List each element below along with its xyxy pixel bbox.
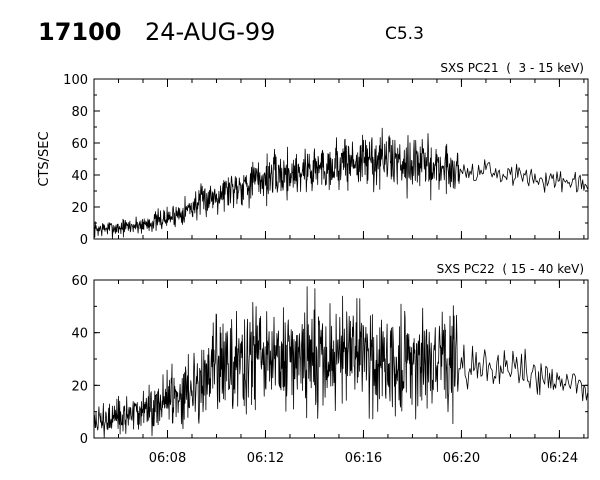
x-tick-label: 06:08 — [149, 451, 186, 466]
x-tick-label: 06:24 — [541, 451, 578, 466]
y-tick-label: 40 — [71, 327, 88, 342]
x-tick-label: 06:16 — [345, 451, 382, 466]
y-axis-label: CTS/SEC — [37, 131, 52, 186]
x-tick-label: 06:12 — [247, 451, 284, 466]
x-tick-label: 06:20 — [443, 451, 480, 466]
y-tick-label: 20 — [71, 379, 88, 394]
y-tick-label: 100 — [63, 73, 88, 88]
y-tick-label: 80 — [71, 105, 88, 120]
panel-title: SXS PC22 ( 15 - 40 keV) — [437, 262, 584, 276]
y-tick-label: 0 — [80, 432, 88, 447]
y-tick-label: 0 — [80, 233, 88, 248]
series-line — [93, 286, 588, 438]
y-tick-label: 40 — [71, 169, 88, 184]
panel-title: SXS PC21 ( 3 - 15 keV) — [440, 61, 584, 75]
chart-panel-pc22: SXS PC22 ( 15 - 40 keV) 0 20 40 60 06:08 06:12… — [71, 262, 589, 466]
series-line — [93, 127, 588, 239]
y-tick-label: 20 — [71, 201, 88, 216]
chart-panel-pc21: SXS PC21 ( 3 - 15 keV) CTS/SEC 0 20 40 60 80 10… — [37, 61, 589, 248]
y-tick-label: 60 — [71, 274, 88, 289]
event-date: 24-AUG-99 — [145, 18, 275, 46]
flare-class: C5.3 — [385, 24, 424, 44]
y-tick-label: 60 — [71, 137, 88, 152]
event-id: 17100 — [38, 18, 122, 46]
